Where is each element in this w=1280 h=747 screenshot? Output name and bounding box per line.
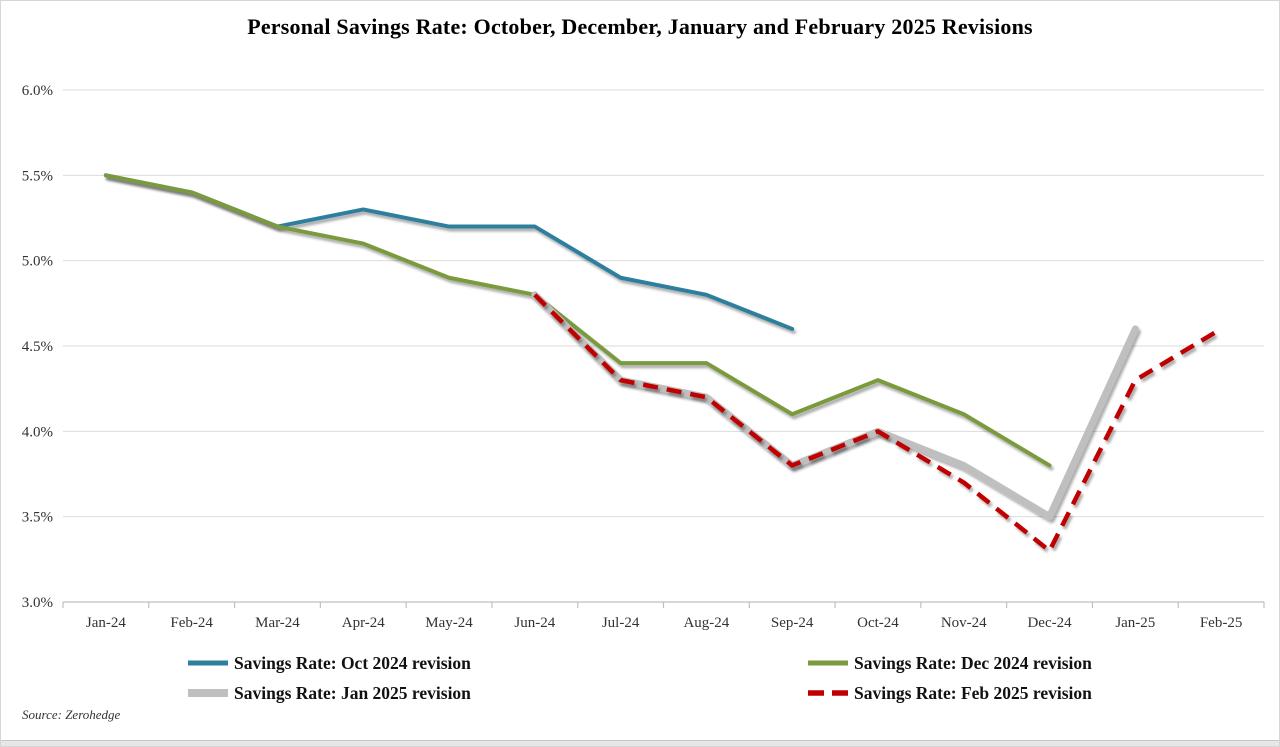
y-axis-tick-label: 5.5% [22,168,53,184]
x-axis-tick-label: Feb-25 [1200,615,1243,631]
y-axis-tick-label: 4.0% [22,424,53,440]
x-axis-tick-label: Apr-24 [342,615,386,631]
x-axis-tick-label: Jul-24 [602,615,640,631]
x-axis-tick-label: Aug-24 [683,615,729,631]
x-axis-tick-label: Sep-24 [771,615,814,631]
x-axis-tick-label: Jan-24 [86,615,126,631]
x-axis-tick-label: May-24 [425,615,473,631]
legend-label-feb-2025-revision: Savings Rate: Feb 2025 revision [854,682,1092,703]
y-axis-tick-label: 3.5% [22,510,53,526]
x-axis-tick-label: Feb-24 [170,615,213,631]
y-axis-tick-label: 3.0% [22,595,53,611]
series-line-2 [531,291,1139,521]
x-axis-tick-label: Dec-24 [1027,615,1072,631]
source-note: Source: Zerohedge [22,707,121,722]
legend-swatch-feb-2025-line [808,690,848,696]
legend-label-dec-2024-revision: Savings Rate: Dec 2024 revision [854,652,1092,673]
x-axis-tick-label: Mar-24 [255,615,300,631]
y-axis-tick-label: 6.0% [22,83,53,99]
x-axis-tick-label: Nov-24 [941,615,987,631]
y-axis-tick-label: 5.0% [22,254,53,270]
series-line-1 [103,173,1052,468]
x-axis-tick-label: Oct-24 [857,615,899,631]
x-axis-tick-label: Jan-25 [1115,615,1155,631]
y-axis-tick-label: 4.5% [22,339,53,355]
legend-swatch-jan-2025-line [188,689,228,697]
legend-item-oct-2024-revision: Savings Rate: Oct 2024 revision [187,650,471,676]
legend-item-dec-2024-revision: Savings Rate: Dec 2024 revision [807,650,1092,676]
chart-title: Personal Savings Rate: October, December… [247,14,1033,39]
legend-label-oct-2024-revision: Savings Rate: Oct 2024 revision [234,652,471,673]
legend-label-jan-2025-revision: Savings Rate: Jan 2025 revision [234,682,471,703]
series-line-3 [533,293,1223,554]
legend-swatch-dec-2024-line [808,660,848,666]
legend-item-feb-2025-revision: Savings Rate: Feb 2025 revision [807,680,1092,706]
legend-item-jan-2025-revision: Savings Rate: Jan 2025 revision [187,680,471,706]
window-bottom-edge [1,740,1279,746]
x-axis-tick-label: Jun-24 [514,615,555,631]
legend-swatch-oct-2024-line [188,660,228,666]
